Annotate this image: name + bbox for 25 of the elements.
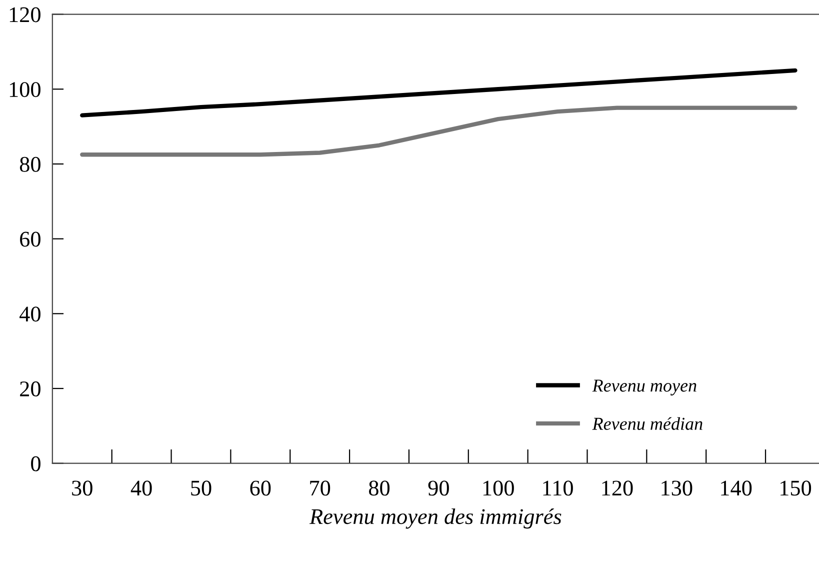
y-tick-label: 40 xyxy=(20,306,40,322)
y-tick-label: 80 xyxy=(20,156,40,172)
y-tick-label: 0 xyxy=(31,456,40,472)
x-tick-label: 110 xyxy=(543,480,573,496)
line-series xyxy=(80,68,798,118)
y-tick-label: 60 xyxy=(20,232,40,247)
x-axis-title: Revenu moyen des immigrés xyxy=(309,508,562,529)
y-tick-label: 20 xyxy=(20,381,40,396)
x-tick-label: 120 xyxy=(602,480,633,496)
x-tick-label: 100 xyxy=(483,480,514,496)
x-tick-label: 50 xyxy=(191,480,212,496)
x-tick-label: 60 xyxy=(250,480,271,496)
y-tick-label: 100 xyxy=(10,82,40,98)
x-tick-label: 70 xyxy=(310,480,330,496)
legend-label: Revenu moyen xyxy=(592,380,696,396)
x-tick-label: 150 xyxy=(780,480,812,496)
x-tick-label: 140 xyxy=(721,480,752,496)
line-series xyxy=(80,106,798,157)
x-tick-label: 40 xyxy=(130,480,152,496)
x-tick-label: 130 xyxy=(662,480,692,496)
x-tick-label: 30 xyxy=(72,480,92,496)
x-tick-label: 90 xyxy=(428,480,449,496)
legend-label: Revenu médian xyxy=(592,417,702,430)
x-tick-label: 80 xyxy=(368,480,390,496)
y-tick-label: 120 xyxy=(10,7,40,22)
